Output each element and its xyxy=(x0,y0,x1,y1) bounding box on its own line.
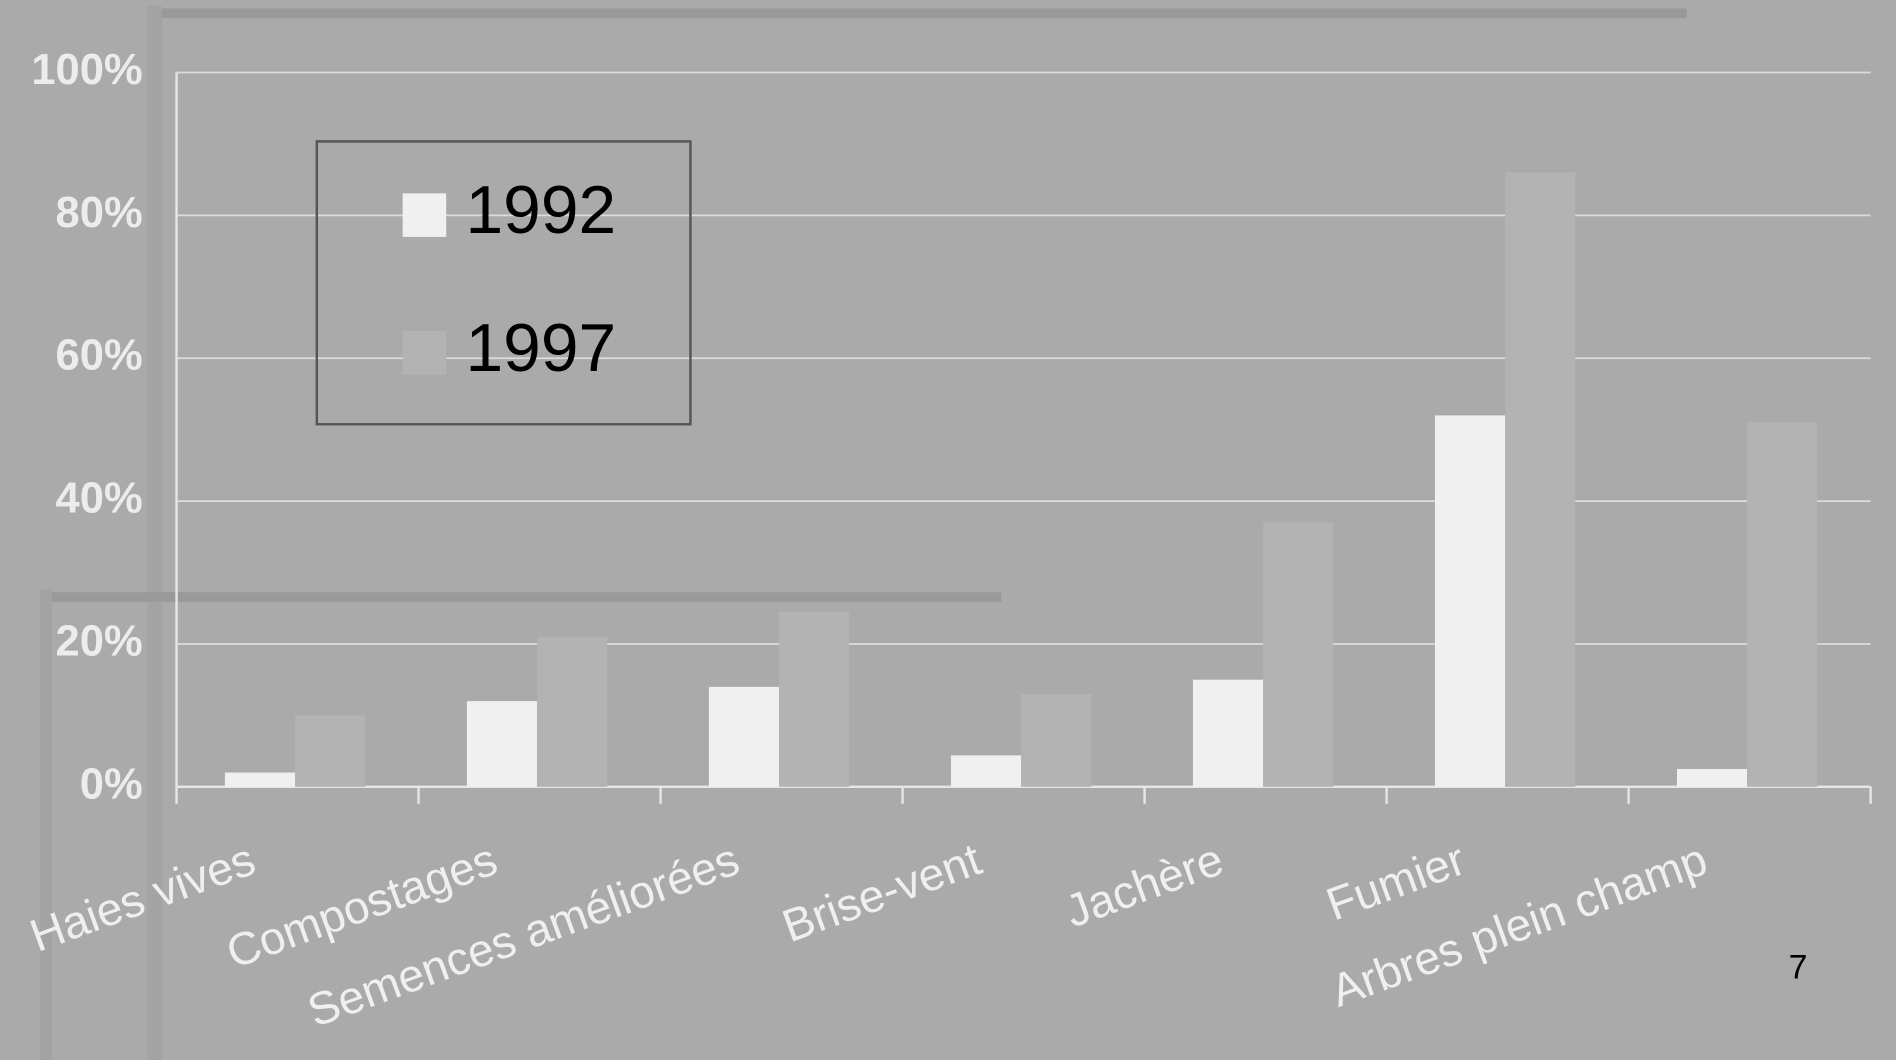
bar xyxy=(1505,172,1576,787)
y-tick-label: 40% xyxy=(56,475,143,523)
panel-edge xyxy=(39,589,52,1060)
bar xyxy=(1021,693,1092,787)
y-tick-label: 20% xyxy=(56,617,143,665)
top-bar xyxy=(162,8,1687,19)
legend-swatch xyxy=(402,193,447,237)
bar xyxy=(779,611,850,787)
bar xyxy=(950,755,1022,787)
legend-box xyxy=(315,140,692,426)
y-tick-label: 0% xyxy=(80,760,143,808)
bar xyxy=(537,636,608,787)
page-number: 7 xyxy=(1789,948,1808,986)
bar xyxy=(466,701,538,787)
bar xyxy=(708,686,780,787)
legend-label: 1992 xyxy=(466,173,617,248)
bar xyxy=(1747,422,1818,787)
bar xyxy=(295,715,366,787)
bar xyxy=(224,772,296,787)
y-tick-label: 80% xyxy=(56,189,143,237)
bar xyxy=(1192,679,1264,787)
bar xyxy=(1434,415,1506,787)
panel-bar xyxy=(51,592,1002,602)
side-bar xyxy=(147,6,163,1060)
legend-swatch xyxy=(402,331,447,375)
y-tick-label: 100% xyxy=(31,46,142,94)
legend: 1992 1997 xyxy=(315,140,692,426)
y-tick-label: 60% xyxy=(56,332,143,380)
bar xyxy=(1263,522,1334,787)
legend-label: 1997 xyxy=(466,311,617,386)
bar xyxy=(1676,768,1748,787)
